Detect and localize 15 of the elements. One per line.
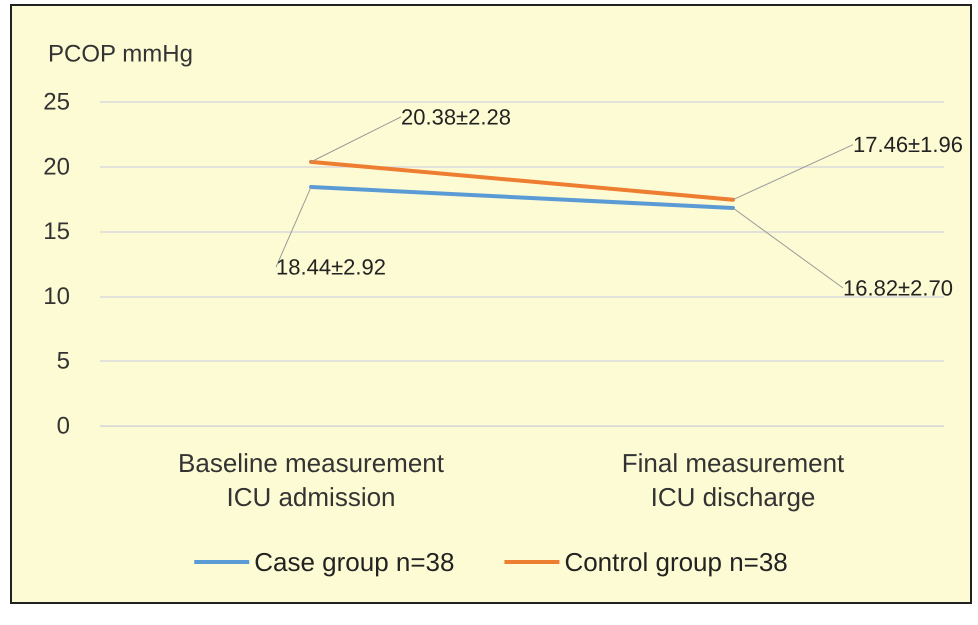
data-label: 17.46±1.96 bbox=[853, 132, 963, 158]
x-tick-label: Final measurement ICU discharge bbox=[622, 448, 846, 512]
y-tick-label: 0 bbox=[56, 412, 70, 440]
data-label: 16.82±2.70 bbox=[843, 276, 953, 301]
y-tick-label: 25 bbox=[43, 88, 70, 116]
y-tick-label: 5 bbox=[56, 348, 70, 375]
legend-label: Case group n=38 bbox=[254, 547, 454, 577]
data-label: 18.44±2.92 bbox=[276, 254, 386, 280]
y-tick-label: 10 bbox=[43, 282, 70, 310]
y-tick-label: 20 bbox=[43, 153, 70, 180]
data-label: 20.38±2.28 bbox=[401, 104, 511, 130]
legend-label: Control group n=38 bbox=[564, 547, 788, 577]
x-tick-label: Baseline measurement ICU admission bbox=[178, 448, 445, 512]
y-tick-label: 15 bbox=[43, 218, 70, 246]
y-axis-title: PCOP mmHg bbox=[48, 40, 193, 68]
